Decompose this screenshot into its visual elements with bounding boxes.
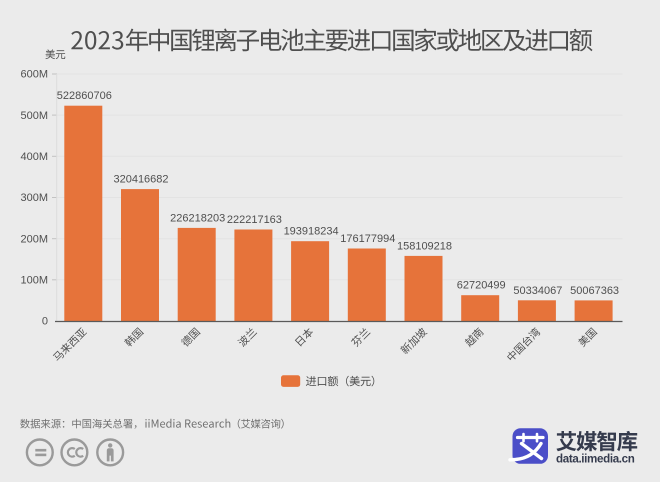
svg-text:400M: 400M [20, 151, 48, 163]
svg-text:158109218: 158109218 [397, 240, 452, 252]
svg-text:522860706: 522860706 [57, 90, 112, 102]
svg-text:176177994: 176177994 [340, 233, 395, 245]
svg-text:50067363: 50067363 [570, 285, 619, 297]
svg-text:222217163: 222217163 [227, 214, 282, 226]
svg-text:500M: 500M [20, 110, 48, 122]
svg-text:320416682: 320416682 [113, 174, 168, 186]
svg-text:226218203: 226218203 [170, 212, 225, 224]
svg-text:data.iimedia.cn: data.iimedia.cn [556, 452, 635, 465]
svg-text:100M: 100M [20, 275, 48, 287]
svg-text:193918234: 193918234 [284, 226, 339, 238]
svg-text:300M: 300M [20, 192, 48, 204]
svg-text:0: 0 [42, 316, 48, 328]
svg-text:600M: 600M [20, 69, 48, 81]
svg-text:200M: 200M [20, 233, 48, 245]
svg-text:62720499: 62720499 [457, 280, 506, 292]
svg-text:50334067: 50334067 [513, 285, 562, 297]
